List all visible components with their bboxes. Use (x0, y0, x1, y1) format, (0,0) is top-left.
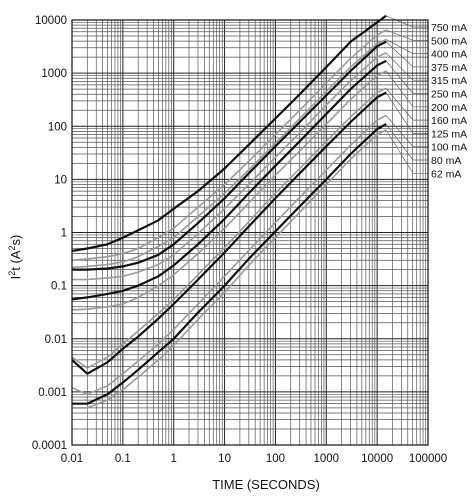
legend-label-160ma: 160 mA (431, 115, 467, 127)
legend-leader-500ma (385, 29, 428, 41)
legend-label-125ma: 125 mA (431, 128, 467, 140)
legend-leader-62ma (385, 129, 428, 174)
y-tick-label: 10000 (35, 15, 67, 27)
legend-label-80ma: 80 mA (431, 155, 461, 167)
x-axis-title: TIME (SECONDS) (212, 477, 320, 492)
plot-frame (71, 19, 429, 446)
y-tick-labels: 10000 1000 100 10 1 0.1 0.01 0.001 0.0001 (32, 15, 67, 452)
curve-375ma (72, 40, 387, 271)
legend-leader-200ma (385, 70, 428, 108)
legend-label-62ma: 62 mA (431, 168, 461, 180)
curve-500ma (71, 29, 387, 262)
curve-100ma (71, 114, 387, 396)
legend-leader-100ma (385, 115, 428, 148)
legend-leader-80ma (385, 123, 428, 161)
legend-label-250ma: 250 mA (431, 89, 467, 101)
legend-leader-315ma (385, 52, 428, 81)
legend-label-315ma: 315 mA (431, 75, 467, 87)
x-tick-labels: 0.01 0.1 1 10 100 1000 10000 100000 (61, 453, 447, 465)
curve-125ma (71, 91, 387, 375)
x-tick-label: 0.01 (61, 453, 83, 465)
y-axis-title-superscript-2: 2 (7, 245, 17, 250)
legend-leader-160ma (385, 87, 428, 121)
legend-label-100ma: 100 mA (431, 142, 467, 154)
chart-grid (71, 20, 428, 446)
legend-label-500ma: 500 mA (431, 35, 467, 47)
y-axis-title-superscript-1: 2 (7, 271, 17, 276)
y-tick-label: 1 (61, 228, 67, 240)
x-tick-label: 10000 (361, 453, 393, 465)
curve-750ma (71, 14, 387, 252)
curve-250ma (71, 59, 387, 301)
y-tick-label: 0.001 (38, 387, 67, 399)
legend-label-400ma: 400 mA (431, 49, 467, 61)
legend-label-200ma: 200 mA (431, 102, 467, 114)
curve-200ma (71, 70, 387, 311)
legend-label-750ma: 750 mA (431, 22, 467, 34)
x-tick-label: 1 (171, 453, 177, 465)
legend-leader-400ma (385, 39, 428, 54)
curve-400ma (71, 38, 387, 269)
y-tick-label: 0.0001 (32, 440, 67, 452)
legend-leader-125ma (385, 92, 428, 134)
y-tick-label: 100 (48, 121, 67, 133)
x-tick-label: 100000 (409, 453, 447, 465)
legend-leader-250ma (385, 60, 428, 94)
y-tick-label: 10 (54, 174, 67, 186)
x-tick-label: 1000 (313, 453, 339, 465)
curve-80ma (72, 123, 387, 405)
curve-62ma (72, 129, 387, 409)
y-tick-label: 0.1 (51, 281, 67, 293)
legend-label-375ma: 375 mA (431, 62, 467, 74)
y-tick-label: 1000 (41, 68, 67, 80)
curve-315ma (72, 52, 387, 281)
chart-curves (71, 14, 387, 409)
x-tick-label: 100 (266, 453, 285, 465)
x-tick-label: 10 (218, 453, 231, 465)
legend-leader-375ma (385, 41, 428, 68)
y-tick-label: 0.01 (45, 334, 67, 346)
curve-160ma (71, 87, 387, 369)
x-tick-label: 0.1 (115, 453, 131, 465)
y-axis-title: I2t (A2s) (7, 235, 23, 280)
